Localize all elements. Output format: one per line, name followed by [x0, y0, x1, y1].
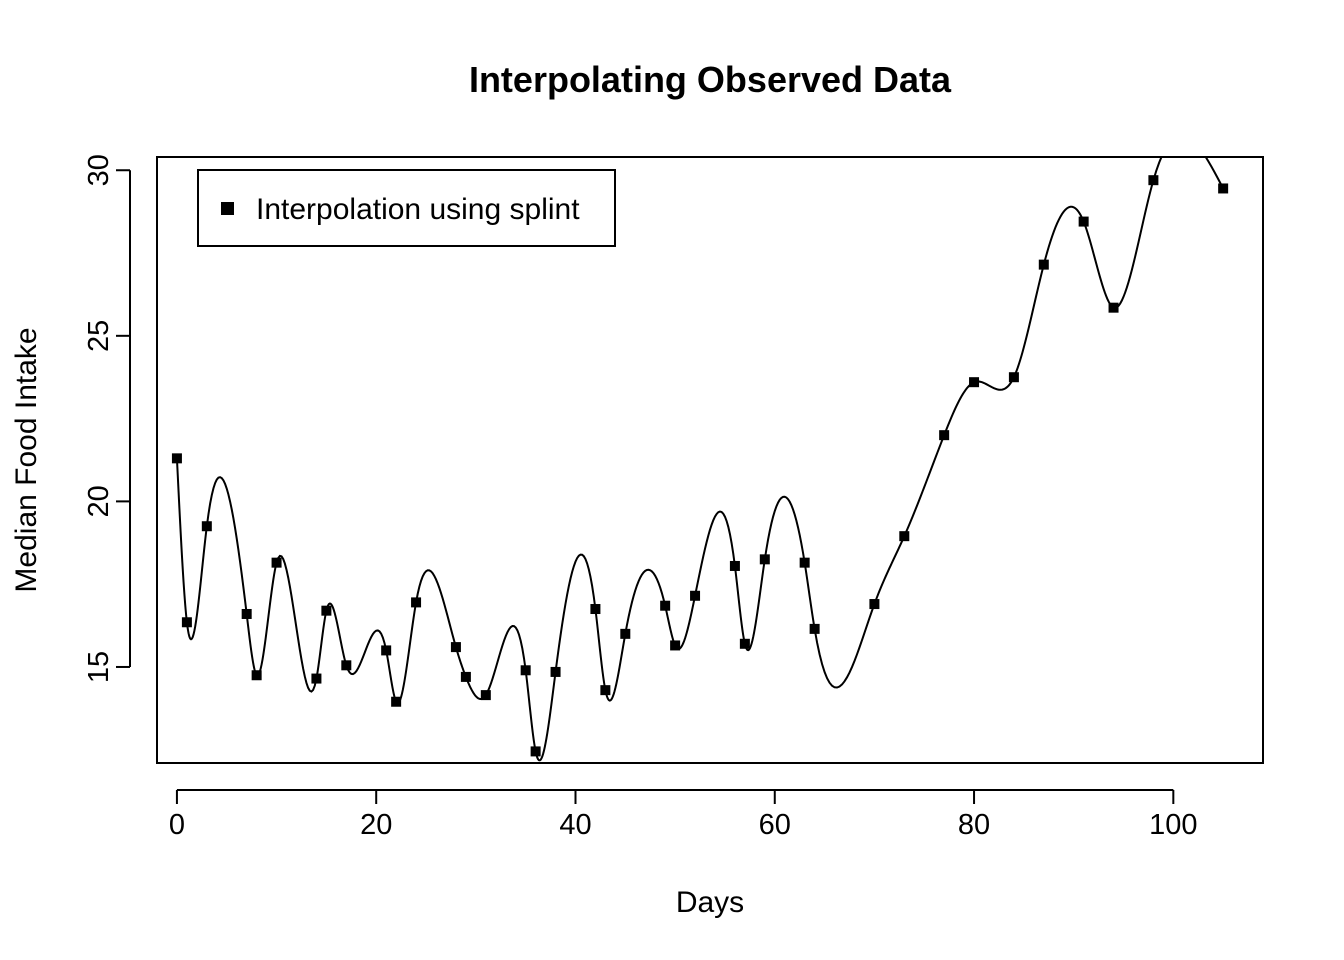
data-point	[739, 638, 750, 649]
data-point	[381, 645, 392, 656]
data-point	[899, 531, 910, 542]
data-point	[690, 590, 701, 601]
chart-title: Interpolating Observed Data	[469, 59, 952, 100]
data-point	[969, 377, 980, 388]
data-point	[450, 642, 461, 653]
x-tick-label: 80	[958, 809, 990, 841]
y-tick-label: 30	[83, 154, 115, 186]
data-point	[600, 685, 611, 696]
x-tick-label: 60	[759, 809, 791, 841]
data-point	[171, 453, 182, 464]
y-tick-label: 20	[83, 485, 115, 517]
y-axis-label: Median Food Intake	[10, 327, 43, 592]
y-tick-label: 15	[83, 651, 115, 683]
data-point	[939, 430, 950, 441]
plot-frame	[156, 156, 1264, 764]
data-point	[321, 605, 332, 616]
x-axis: 0 20 40 60 80 100	[169, 789, 1198, 841]
data-point	[759, 554, 770, 565]
data-point	[480, 690, 491, 701]
data-point	[391, 696, 402, 707]
data-point	[241, 608, 252, 619]
x-tick-label: 20	[360, 809, 392, 841]
x-tick-label: 0	[169, 809, 185, 841]
data-point	[181, 617, 192, 628]
data-point	[411, 597, 422, 608]
data-point	[251, 670, 262, 681]
data-point	[1108, 302, 1119, 313]
legend-marker	[221, 202, 234, 215]
data-point	[809, 623, 820, 634]
data-point	[1008, 372, 1019, 383]
data-point	[670, 640, 681, 651]
data-point	[1078, 216, 1089, 227]
data-point	[201, 521, 212, 532]
data-point	[660, 600, 671, 611]
data-point	[799, 557, 810, 568]
data-point	[590, 604, 601, 615]
data-point	[271, 557, 282, 568]
data-point	[729, 560, 740, 571]
y-tick-label: 25	[83, 320, 115, 352]
data-point	[869, 599, 880, 610]
legend-label: Interpolation using splint	[256, 193, 580, 226]
legend: Interpolation using splint	[197, 169, 616, 247]
data-point	[341, 660, 352, 671]
data-point	[550, 666, 561, 677]
data-point	[530, 746, 541, 757]
data-points	[171, 175, 1229, 757]
data-point	[620, 628, 631, 639]
data-point	[1218, 183, 1229, 194]
legend-box	[197, 169, 616, 247]
x-tick-label: 40	[559, 809, 591, 841]
x-axis-label: Days	[676, 886, 744, 919]
y-axis: 15 20 25 30	[83, 154, 131, 683]
data-point	[311, 673, 322, 684]
data-point	[460, 671, 471, 682]
data-point	[1148, 175, 1159, 186]
x-tick-label: 100	[1149, 809, 1197, 841]
data-point	[520, 665, 531, 676]
plot-area	[156, 156, 1264, 764]
data-point	[1038, 259, 1049, 270]
